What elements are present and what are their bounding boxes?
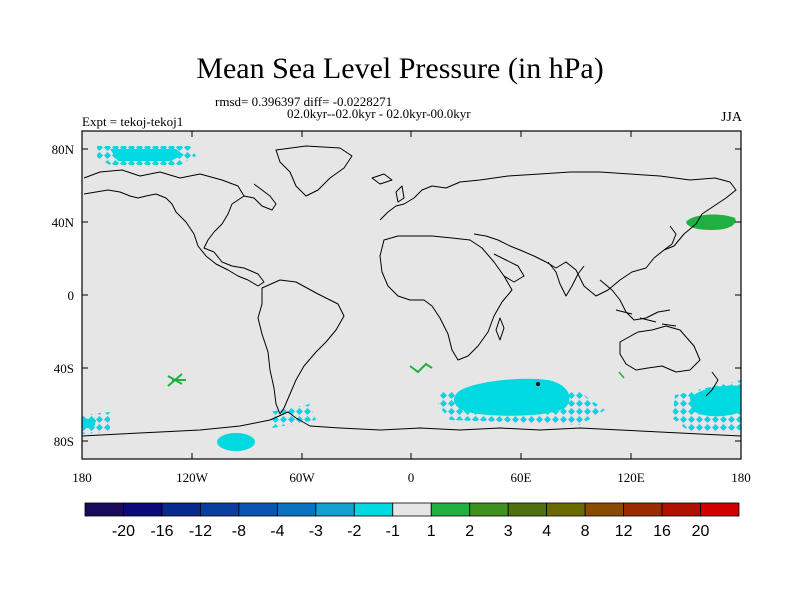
anomaly-south-pacific-negative: [217, 433, 255, 451]
colorbar-swatch: [123, 502, 163, 517]
colorbar-label: 2: [465, 523, 474, 540]
colorbar-swatch: [84, 502, 124, 517]
coast-south-america: [257, 279, 345, 415]
anomaly-atlantic-positive: [409, 362, 433, 374]
colorbar-swatch: [623, 502, 663, 517]
experiment-label: Expt = tekoj-tekoj1: [82, 114, 184, 129]
coast-india: [547, 261, 585, 297]
anomaly-left-negative: [82, 418, 96, 428]
colorbar-swatch: [430, 502, 471, 517]
colorbar-label: 1: [427, 523, 436, 540]
coast-hudson: [243, 183, 277, 211]
anomaly-indian-positive: [618, 371, 625, 379]
colorbar-label: -8: [232, 523, 246, 540]
colorbar-swatch: [392, 502, 432, 517]
anomaly-south-pacific-positive: [167, 373, 186, 387]
colorbar-label: 20: [692, 523, 710, 540]
colorbar-label: -2: [347, 523, 361, 540]
anomaly-south-africa-negative: [453, 378, 570, 416]
coast-japan: [663, 225, 677, 251]
colorbar-swatch: [507, 502, 548, 517]
x-tick-labels: 180 120W 60W 0 60E 120E 180: [72, 470, 751, 485]
axis-ticks: [81, 131, 742, 459]
colorbar-swatch: [353, 502, 394, 517]
island-marker: [536, 382, 540, 386]
coast-arabia: [493, 253, 525, 283]
stats-text: rmsd= 0.396397 diff= -0.0228271: [215, 94, 393, 109]
colorbar-swatch: [546, 502, 586, 517]
colorbar-label: 4: [542, 523, 551, 540]
coast-uk: [395, 185, 405, 203]
coast-indonesia: [615, 309, 677, 327]
colorbar-swatch: [161, 502, 201, 517]
colorbar-label: -1: [386, 523, 400, 540]
coast-madagascar: [495, 317, 505, 341]
colorbar-label: -3: [309, 523, 323, 540]
coast-eurasia: [379, 171, 737, 297]
y-tick-labels: 80N 40N 0 40S 80S: [52, 142, 75, 449]
colorbar-label: -12: [189, 523, 212, 540]
coast-greenland: [275, 145, 353, 197]
x-tick-label: 180: [72, 470, 92, 485]
coast-iceland: [371, 173, 393, 185]
anomaly-layer: [82, 145, 741, 451]
x-tick-label: 60E: [511, 470, 532, 485]
colorbar-label: 8: [581, 523, 590, 540]
colorbar-swatch: [276, 502, 317, 517]
coast-africa: [379, 235, 513, 361]
coastlines: [82, 145, 741, 437]
colorbar-swatch: [315, 502, 355, 517]
x-tick-label: 0: [408, 470, 415, 485]
coast-se-asia: [599, 279, 671, 321]
colorbar-label: 16: [653, 523, 671, 540]
coast-north-america: [83, 169, 265, 287]
anomaly-nw-pacific-positive: [686, 214, 736, 230]
colorbar-swatch: [238, 502, 278, 517]
x-tick-label: 120E: [617, 470, 645, 485]
colorbar-swatch: [700, 502, 740, 517]
y-tick-label: 40S: [54, 361, 74, 376]
colorbar-label: 3: [504, 523, 513, 540]
coast-antarctica: [82, 411, 741, 437]
colorbar: -20 -16 -12 -8 -4 -3 -2 -1 1 2 3 4 8 12 16 20: [84, 502, 740, 540]
coast-new-zealand: [705, 371, 719, 397]
y-tick-label: 0: [68, 288, 75, 303]
anomaly-nz-negative: [690, 385, 741, 417]
y-tick-label: 80S: [54, 434, 74, 449]
colorbar-swatch: [584, 502, 624, 517]
y-tick-label: 40N: [52, 215, 75, 230]
season-label: JJA: [720, 110, 742, 125]
colorbar-label: 12: [615, 523, 633, 540]
chart-title: Mean Sea Level Pressure (in hPa): [196, 52, 604, 85]
coast-australia: [619, 325, 701, 373]
colorbar-label: -16: [150, 523, 173, 540]
anomaly-arctic-core: [110, 149, 184, 161]
colorbar-label: -4: [270, 523, 284, 540]
map-background: [82, 131, 741, 459]
x-tick-label: 180: [731, 470, 751, 485]
anomaly-left-dotted: [82, 412, 110, 434]
y-tick-label: 80N: [52, 142, 75, 157]
x-tick-label: 120W: [176, 470, 209, 485]
period-text: 02.0kyr--02.0kyr - 02.0kyr-00.0kyr: [287, 106, 471, 121]
x-tick-label: 60W: [289, 470, 315, 485]
colorbar-swatch: [469, 502, 509, 517]
colorbar-swatch: [661, 502, 701, 517]
colorbar-label: -20: [112, 523, 135, 540]
colorbar-swatch: [200, 502, 240, 517]
